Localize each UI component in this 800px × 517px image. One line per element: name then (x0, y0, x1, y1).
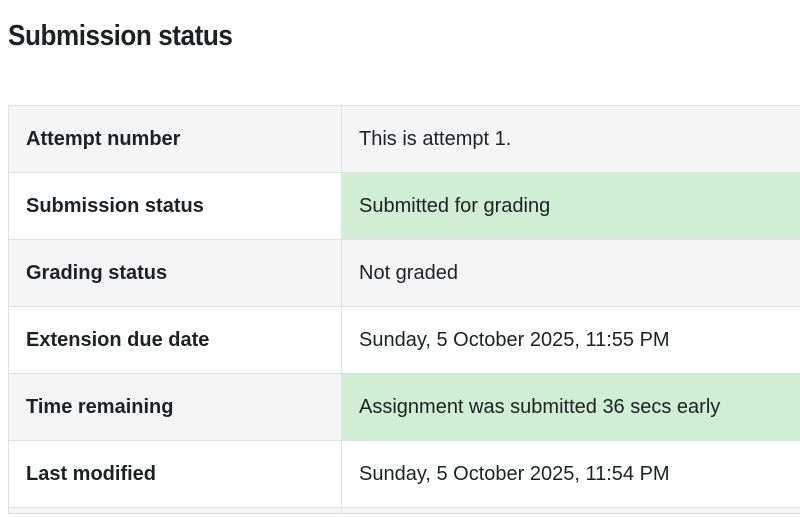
table-row-attempt-number: Attempt number This is attempt 1. (8, 105, 800, 173)
table-row-time-remaining: Time remaining Assignment was submitted … (8, 373, 800, 441)
row-label: Grading status (8, 239, 342, 307)
table-row-submission-status: Submission status Submitted for grading (8, 172, 800, 240)
row-label (8, 507, 342, 514)
table-row-grading-status: Grading status Not graded (8, 239, 800, 307)
row-label: Time remaining (8, 373, 342, 441)
page-title: Submission status (8, 20, 233, 52)
row-value: This is attempt 1. (341, 105, 800, 173)
row-value: Assignment was submitted 36 secs early (341, 373, 800, 441)
row-label: Extension due date (8, 306, 342, 374)
table-row-last-modified: Last modified Sunday, 5 October 2025, 11… (8, 440, 800, 508)
row-value: Not graded (341, 239, 800, 307)
row-label: Attempt number (8, 105, 342, 173)
row-value: Submitted for grading (341, 172, 800, 240)
table-row-extension-due-date: Extension due date Sunday, 5 October 202… (8, 306, 800, 374)
row-label: Submission status (8, 172, 342, 240)
submission-status-table: Attempt number This is attempt 1. Submis… (8, 105, 800, 514)
table-row-next (8, 507, 800, 514)
row-value: Sunday, 5 October 2025, 11:54 PM (341, 440, 800, 508)
row-label: Last modified (8, 440, 342, 508)
row-value (341, 507, 800, 514)
row-value: Sunday, 5 October 2025, 11:55 PM (341, 306, 800, 374)
